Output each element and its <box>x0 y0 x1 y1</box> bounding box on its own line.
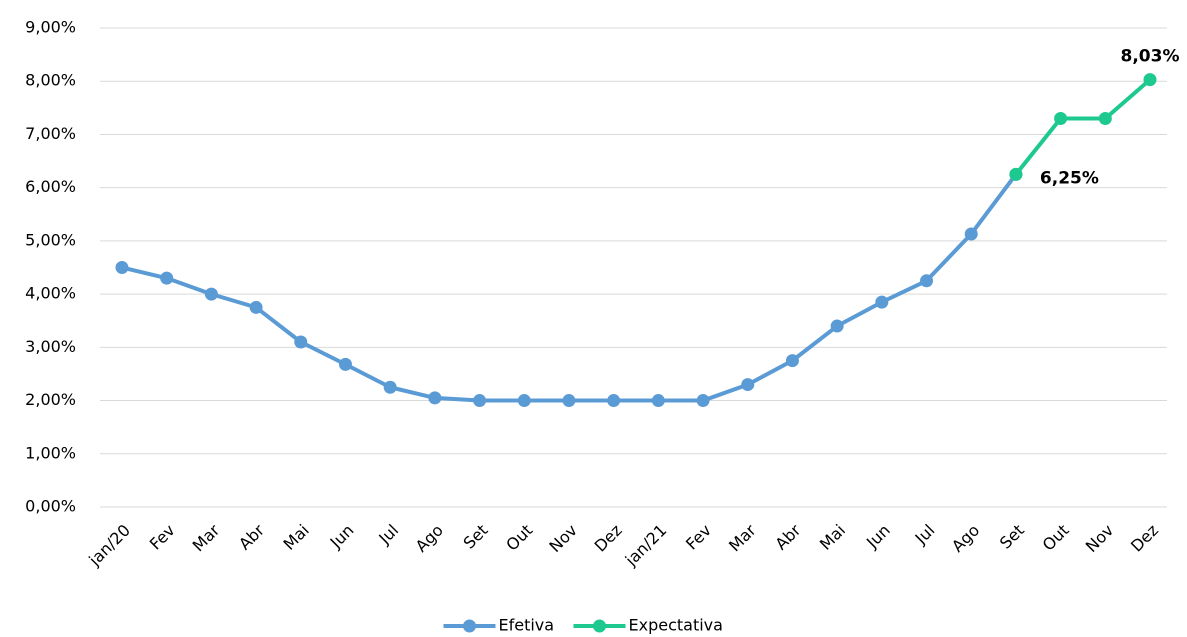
data-point <box>249 300 263 314</box>
x-tick-label: Jul <box>374 521 402 549</box>
legend-marker <box>463 619 476 633</box>
x-tick-label: Nov <box>1082 521 1118 557</box>
x-tick-label: Dez <box>1127 521 1162 556</box>
x-tick-label: Abr <box>771 520 804 553</box>
legend-marker <box>593 619 606 633</box>
x-tick-label: Out <box>1039 521 1073 555</box>
y-tick-label: 2,00% <box>25 390 76 409</box>
data-point <box>875 295 889 309</box>
data-point <box>517 394 531 408</box>
y-tick-label: 0,00% <box>25 497 76 516</box>
data-point <box>696 394 710 408</box>
x-tick-label: Set <box>996 521 1028 553</box>
legend-label: Efetiva <box>499 616 555 635</box>
data-point <box>160 271 174 285</box>
x-tick-label: Jun <box>326 521 358 553</box>
y-tick-label: 1,00% <box>25 443 76 462</box>
data-point <box>1054 111 1068 125</box>
data-point <box>651 394 665 408</box>
x-tick-label: Nov <box>545 521 581 557</box>
data-point <box>294 335 308 349</box>
x-tick-label: jan/21 <box>621 521 671 571</box>
y-tick-label: 8,00% <box>25 71 76 90</box>
x-tick-label: Abr <box>235 520 268 553</box>
x-tick-label: Set <box>460 521 492 553</box>
x-tick-label: Mai <box>816 521 849 554</box>
x-tick-label: Jun <box>862 521 894 553</box>
data-point <box>741 378 755 392</box>
data-point <box>1143 73 1157 87</box>
series-line <box>1014 78 1152 176</box>
data-label: 6,25% <box>1040 168 1099 188</box>
data-point <box>1009 167 1023 181</box>
x-tick-label: Ago <box>412 521 447 556</box>
data-point <box>383 380 397 394</box>
x-tick-label: Fev <box>146 521 179 554</box>
data-point <box>428 391 442 405</box>
x-tick-label: jan/20 <box>84 521 134 571</box>
x-tick-label: Dez <box>591 521 626 556</box>
data-point <box>964 227 978 241</box>
x-tick-label: Mar <box>725 520 760 555</box>
x-tick-label: Jul <box>911 521 939 549</box>
x-tick-label: Ago <box>948 521 983 556</box>
x-tick-label: Mar <box>189 520 224 555</box>
data-label: 8,03% <box>1121 47 1180 67</box>
y-tick-label: 9,00% <box>25 18 76 37</box>
data-point <box>562 394 576 408</box>
data-point <box>920 274 934 288</box>
x-tick-label: Fev <box>682 521 715 554</box>
y-tick-label: 3,00% <box>25 337 76 356</box>
data-point <box>830 319 844 333</box>
data-point <box>1098 111 1112 125</box>
y-tick-label: 4,00% <box>25 284 76 303</box>
data-point <box>204 287 218 301</box>
y-tick-label: 5,00% <box>25 230 76 249</box>
legend-label: Expectativa <box>629 616 723 635</box>
data-point <box>607 394 621 408</box>
data-point <box>338 357 352 371</box>
series-line <box>121 173 1018 403</box>
y-tick-label: 6,00% <box>25 177 76 196</box>
data-point <box>115 261 129 274</box>
data-point <box>473 394 487 408</box>
y-tick-label: 7,00% <box>25 124 76 143</box>
x-tick-label: Mai <box>280 521 313 554</box>
x-tick-label: Out <box>502 521 536 555</box>
data-point <box>785 354 799 368</box>
